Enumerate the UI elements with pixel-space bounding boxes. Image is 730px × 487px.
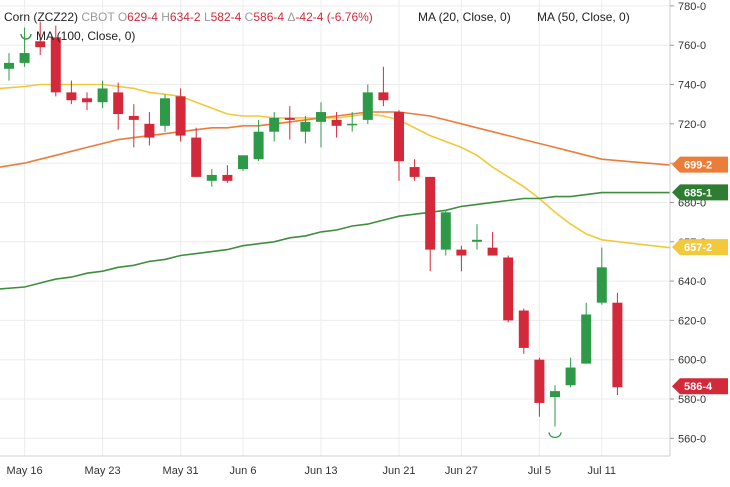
candle-body bbox=[316, 112, 326, 122]
candle-body bbox=[144, 123, 155, 138]
x-tick-label: Jun 27 bbox=[445, 465, 478, 477]
candle-body bbox=[82, 98, 92, 103]
price-tags: 699-2 685-1 657-2 586-4 bbox=[672, 156, 728, 395]
candle-body bbox=[347, 123, 358, 126]
x-tick-label: Jul 11 bbox=[588, 465, 617, 477]
ma100-legend[interactable]: MA (100, Close, 0) bbox=[36, 29, 136, 43]
date-axis: May 16 May 23 May 31 Jun 6 Jun 13 Jun 21 Jun 2… bbox=[7, 465, 617, 477]
change-value: -42-4 bbox=[295, 10, 324, 24]
candle-body bbox=[113, 92, 124, 114]
ma100-line bbox=[0, 191, 670, 290]
ma100-toggle-icon[interactable] bbox=[19, 26, 33, 40]
price-tag-label: 657-2 bbox=[684, 242, 712, 254]
candle-body bbox=[612, 302, 623, 388]
candle-body bbox=[19, 53, 30, 63]
x-tick-label: Jun 13 bbox=[304, 465, 337, 477]
high-value: 634-2 bbox=[169, 10, 201, 24]
open-value: 629-4 bbox=[127, 10, 158, 24]
candle-body bbox=[581, 314, 592, 364]
candle-body bbox=[518, 310, 529, 348]
signal-marker-icon bbox=[548, 432, 562, 439]
candle-body bbox=[487, 247, 498, 256]
candle-body bbox=[128, 115, 139, 120]
y-tick-label: 620-0 bbox=[678, 315, 706, 327]
x-tick-label: Jun 6 bbox=[230, 465, 257, 477]
change-percent: (-6.76%) bbox=[326, 10, 373, 24]
price-tag-label: 699-2 bbox=[684, 160, 712, 172]
open-key: O bbox=[117, 10, 128, 24]
candle-body bbox=[66, 92, 77, 101]
candle-body bbox=[425, 176, 436, 250]
ma50-legend[interactable]: MA (50, Close, 0) bbox=[537, 10, 630, 24]
high-key: H bbox=[161, 10, 170, 24]
candle-body bbox=[394, 112, 404, 162]
price-axis: 560-0580-0600-0620-0640-0657-2680-0700-0… bbox=[0, 0, 706, 457]
y-tick-label: 580-0 bbox=[678, 394, 706, 406]
candle-body bbox=[191, 137, 202, 177]
moving-average-lines bbox=[0, 83, 671, 290]
low-value: 582-4 bbox=[210, 10, 242, 24]
ma20-line bbox=[0, 83, 671, 249]
candle-body bbox=[35, 41, 46, 48]
low-key: L bbox=[203, 10, 211, 24]
y-tick-label: 720-0 bbox=[678, 119, 706, 131]
ma20-legend[interactable]: MA (20, Close, 0) bbox=[418, 10, 511, 24]
close-value: 586-4 bbox=[253, 10, 285, 24]
y-tick-label: 760-0 bbox=[678, 40, 706, 52]
x-tick-label: Jul 5 bbox=[528, 465, 551, 477]
chart-legend: Corn (ZCZ22) CBOT O629-4 H634-2 L582-4 C… bbox=[4, 10, 373, 24]
price-tag bbox=[672, 156, 728, 173]
candle-body bbox=[206, 174, 217, 181]
x-tick-label: May 16 bbox=[7, 465, 43, 477]
x-tick-label: May 23 bbox=[85, 465, 121, 477]
candle-body bbox=[97, 88, 108, 103]
grid-lines bbox=[0, 0, 670, 456]
candle-body bbox=[440, 212, 451, 250]
symbol-label: Corn (ZCZ22) bbox=[4, 10, 79, 24]
price-tag-label: 586-4 bbox=[684, 381, 713, 393]
y-tick-label: 680-0 bbox=[678, 197, 706, 209]
price-tag bbox=[672, 184, 728, 201]
change-key: Δ bbox=[287, 10, 296, 24]
candle-body bbox=[456, 249, 467, 256]
y-tick-label: 740-0 bbox=[678, 80, 706, 92]
candle-body bbox=[472, 239, 482, 242]
candle-body bbox=[503, 257, 514, 321]
candle-body bbox=[160, 98, 170, 126]
y-tick-label: 560-0 bbox=[678, 433, 706, 445]
candle-body bbox=[565, 367, 576, 386]
candle-body bbox=[378, 92, 389, 101]
candle-body bbox=[284, 117, 295, 120]
candle-body bbox=[534, 359, 545, 403]
y-tick-label: 780-0 bbox=[678, 1, 706, 13]
candle-body bbox=[50, 37, 61, 93]
candle-body bbox=[4, 62, 14, 69]
price-tag bbox=[672, 378, 728, 395]
candle-body bbox=[222, 174, 233, 181]
candle-body bbox=[175, 96, 186, 136]
x-tick-label: Jun 21 bbox=[382, 465, 415, 477]
price-tag-label: 685-1 bbox=[684, 187, 712, 199]
close-key: C bbox=[244, 10, 254, 24]
candle-body bbox=[238, 155, 248, 170]
candle-body bbox=[550, 391, 560, 398]
candlesticks bbox=[4, 21, 623, 439]
exchange-label: CBOT bbox=[81, 10, 115, 24]
candle-body bbox=[300, 121, 311, 132]
y-tick-label: 600-0 bbox=[678, 355, 706, 367]
candle-body bbox=[409, 167, 420, 177]
candle-body bbox=[331, 119, 342, 126]
candle-body bbox=[269, 117, 280, 132]
price-tag bbox=[672, 239, 728, 256]
candle-body bbox=[596, 267, 607, 303]
candle-body bbox=[253, 131, 264, 160]
ma50-line bbox=[0, 111, 671, 168]
candle-body bbox=[362, 92, 373, 120]
x-tick-label: May 31 bbox=[163, 465, 199, 477]
y-tick-label: 640-0 bbox=[678, 276, 706, 288]
